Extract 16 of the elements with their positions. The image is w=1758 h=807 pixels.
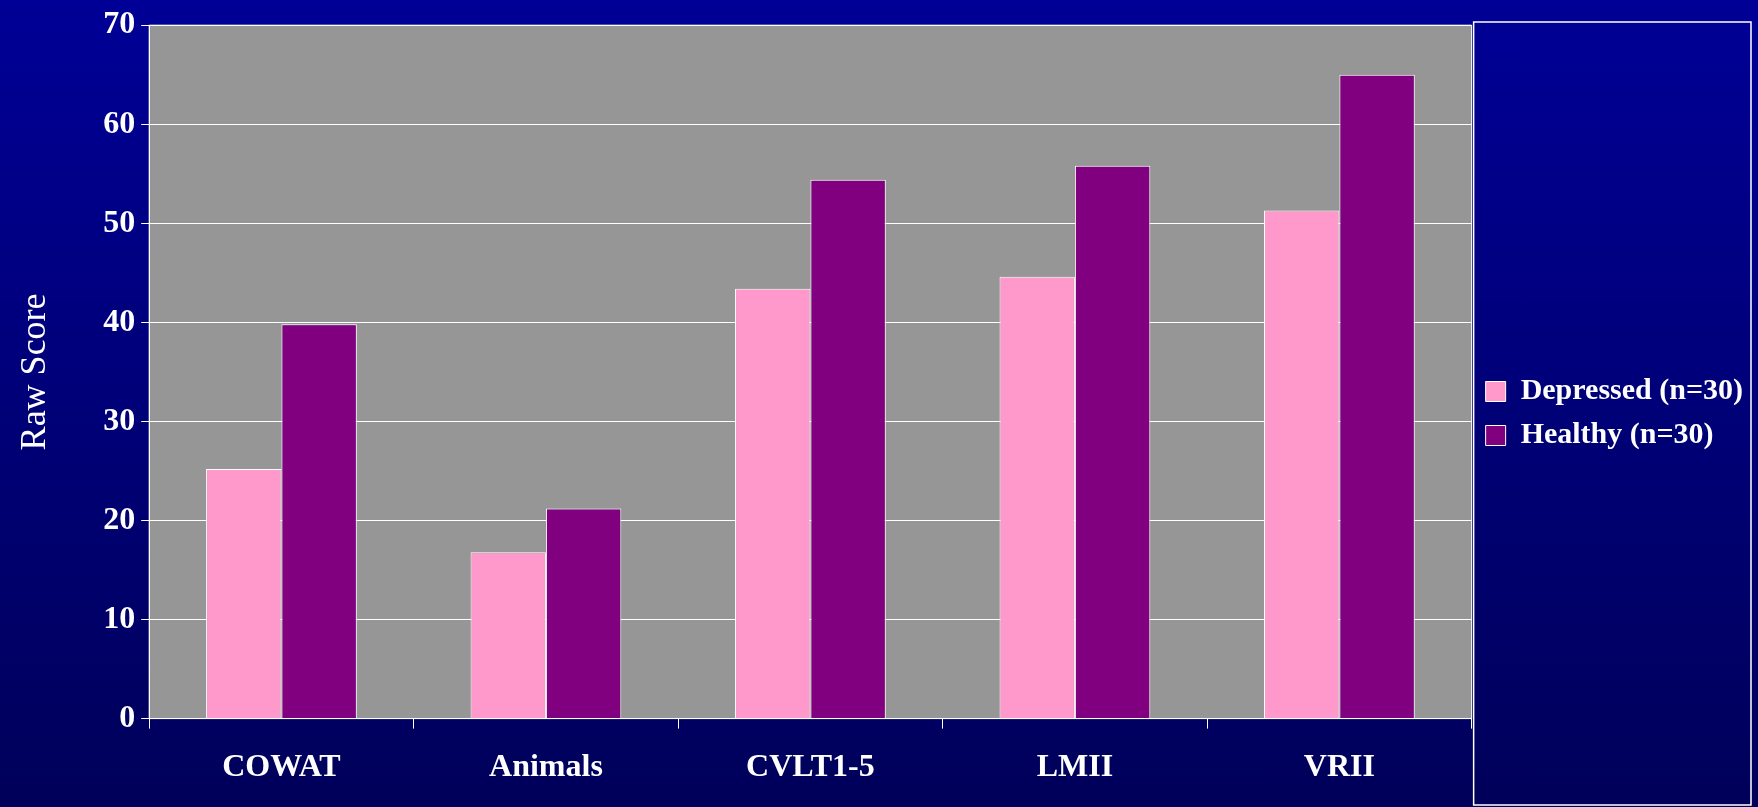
y-tick-label: 50: [103, 202, 136, 239]
y-tick-label: 10: [103, 598, 136, 635]
y-tick-label: 30: [103, 400, 136, 437]
x-tick-label: VRII: [1303, 747, 1375, 784]
y-tick-label: 70: [103, 4, 136, 41]
x-tick-label: Animals: [489, 747, 603, 784]
legend-label: Healthy (n=30): [1520, 416, 1714, 451]
x-tick-label: LMII: [1036, 747, 1114, 784]
y-tick-label: 60: [103, 103, 136, 140]
legend-label: Depressed (n=30): [1520, 372, 1744, 407]
x-tick-label: COWAT: [222, 747, 341, 784]
x-tick-label: CVLT1-5: [746, 747, 875, 784]
y-tick-label: 40: [103, 301, 136, 338]
y-tick-label: 0: [119, 697, 136, 734]
y-tick-label: 20: [103, 499, 136, 536]
y-axis-title: Raw Score: [13, 293, 54, 451]
